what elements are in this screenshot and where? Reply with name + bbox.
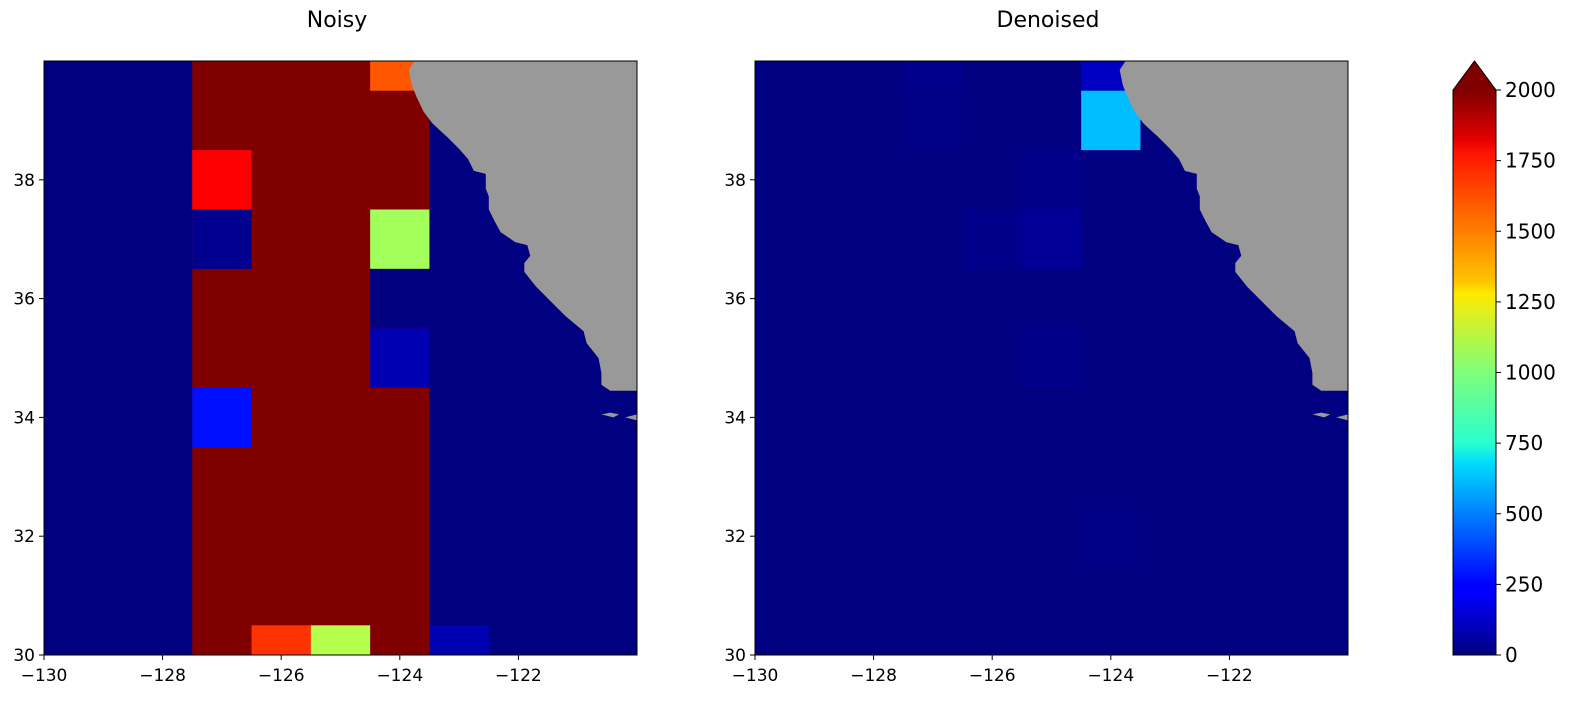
- denoised-cell-4: [1021, 209, 1082, 269]
- denoised-cell-1: [903, 90, 963, 151]
- colorbar-tick-label-6: 1500: [1505, 219, 1556, 243]
- denoised-axes-frame: [754, 60, 1349, 656]
- denoised-xtick-label-3: −124: [1087, 666, 1134, 686]
- noisy-cell-9: [310, 625, 371, 655]
- noisy-cell-7: [370, 328, 430, 388]
- colorbar-ticks: 0 250 500 750 1000 1250 1500 1750 2000: [1496, 78, 1556, 667]
- denoised-channel-islands: [1312, 412, 1348, 421]
- noisy-xtick-label-2: −126: [258, 666, 305, 686]
- noisy-ytick-label-3: 36: [13, 290, 35, 310]
- denoised-cell-5: [1021, 328, 1082, 388]
- denoised-cell-8: [1081, 506, 1141, 566]
- noisy-y-ticks: 30 32 34 36 38: [13, 171, 44, 666]
- colorbar-extend-arrow: [1453, 61, 1496, 90]
- colorbar-tick-label-3: 750: [1505, 431, 1543, 455]
- noisy-cells: [192, 61, 489, 655]
- noisy-ytick-label-0: 30: [13, 646, 35, 666]
- noisy-xtick-label-0: −130: [21, 666, 68, 686]
- denoised-xtick-label-4: −122: [1206, 666, 1253, 686]
- noisy-ytick-label-1: 32: [13, 527, 35, 547]
- denoised-xtick-label-1: −128: [850, 666, 897, 686]
- denoised-ytick-label-0: 30: [724, 646, 746, 666]
- denoised-xtick-label-0: −130: [732, 666, 779, 686]
- denoised-ytick-label-1: 32: [724, 527, 746, 547]
- noisy-xtick-label-1: −128: [139, 666, 186, 686]
- denoised-coastline-land: [1119, 61, 1348, 391]
- denoised-map-area: [755, 61, 1348, 655]
- denoised-xtick-label-2: −126: [969, 666, 1016, 686]
- noisy-xtick-label-4: −122: [495, 666, 542, 686]
- noisy-panel: Noisy −130 −128 −126 −124 −122 30 32 34 36 38: [13, 8, 638, 686]
- noisy-panel-title: Noisy: [307, 8, 368, 33]
- colorbar-gradient: [1453, 90, 1496, 655]
- colorbar-tick-label-2: 500: [1505, 502, 1543, 526]
- noisy-cell-1: [192, 150, 252, 210]
- denoised-cell-0: [903, 61, 963, 91]
- denoised-ytick-label-4: 38: [724, 171, 746, 191]
- colorbar-tick-label-4: 1000: [1505, 361, 1556, 385]
- noisy-ytick-label-4: 38: [13, 171, 35, 191]
- noisy-cell-5: [370, 209, 430, 269]
- noisy-ytick-label-2: 34: [13, 408, 35, 428]
- denoised-panel: Denoised −130 −128 −126 −124 −122 30 32 34 36 38: [724, 8, 1349, 686]
- noisy-cell-2: [192, 209, 252, 269]
- colorbar-tick-label-8: 2000: [1505, 78, 1556, 102]
- noisy-xtick-label-3: −124: [376, 666, 423, 686]
- colorbar-outline: [1452, 60, 1497, 656]
- noisy-cell-10: [429, 625, 489, 655]
- noisy-channel-islands: [601, 412, 637, 421]
- denoised-cell-2: [962, 209, 1022, 269]
- noisy-map-area: [44, 61, 637, 655]
- noisy-x-ticks: −130 −128 −126 −124 −122: [21, 655, 542, 686]
- colorbar: 0 250 500 750 1000 1250 1500 1750 2000: [1452, 60, 1556, 667]
- noisy-cell-3: [192, 387, 252, 448]
- denoised-cells: [903, 61, 1141, 566]
- noisy-axes-frame: [43, 60, 638, 656]
- noisy-cell-6: [370, 268, 430, 329]
- noisy-cell-8: [251, 625, 311, 655]
- noisy-coastline-land: [408, 61, 637, 391]
- denoised-x-ticks: −130 −128 −126 −124 −122: [732, 655, 1253, 686]
- denoised-y-ticks: 30 32 34 36 38: [724, 171, 755, 666]
- denoised-ytick-label-2: 34: [724, 408, 746, 428]
- colorbar-tick-label-1: 250: [1505, 572, 1543, 596]
- colorbar-tick-label-0: 0: [1505, 643, 1518, 667]
- colorbar-tick-label-5: 1250: [1505, 290, 1556, 314]
- denoised-panel-title: Denoised: [997, 8, 1100, 33]
- denoised-cell-3: [1021, 150, 1082, 210]
- colorbar-tick-label-7: 1750: [1505, 149, 1556, 173]
- denoised-ytick-label-3: 36: [724, 290, 746, 310]
